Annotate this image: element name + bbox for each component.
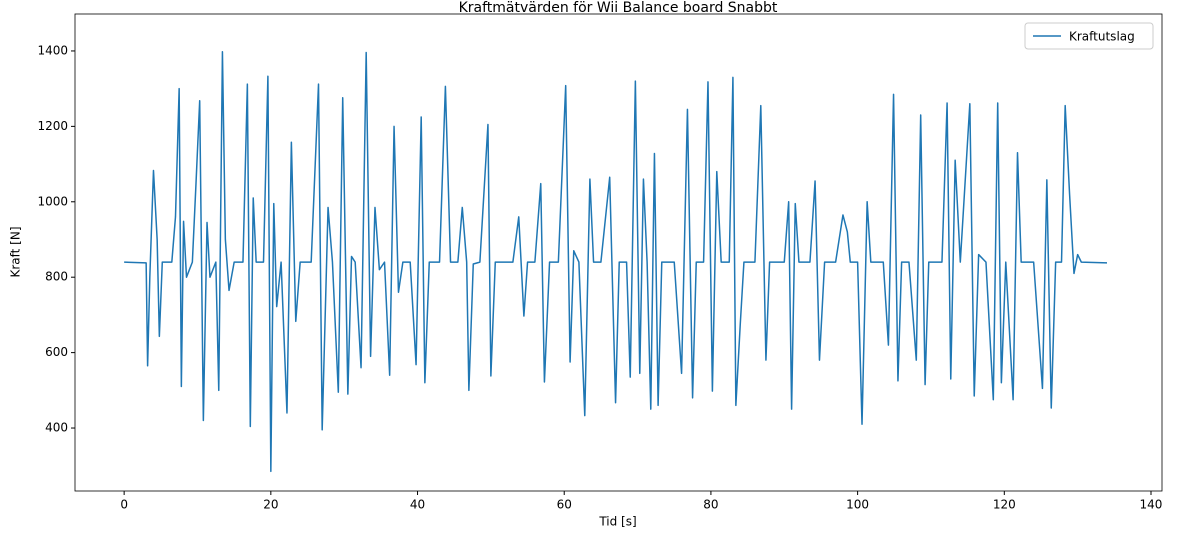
y-tick-label: 1400 bbox=[37, 43, 68, 57]
x-tick-label: 100 bbox=[846, 498, 869, 512]
data-line bbox=[124, 50, 1108, 473]
legend-box bbox=[1024, 22, 1154, 50]
x-tick-label: 140 bbox=[1140, 498, 1163, 512]
x-tick-label: 40 bbox=[410, 498, 425, 512]
y-tick-label: 1200 bbox=[37, 119, 68, 133]
y-tick-label: 600 bbox=[45, 345, 68, 359]
y-tick-label: 1000 bbox=[37, 194, 68, 208]
legend-label: Kraftutslag bbox=[1069, 30, 1135, 44]
plot-frame bbox=[74, 13, 1163, 492]
x-tick-label: 20 bbox=[263, 498, 278, 512]
y-axis-label: Kraft [N] bbox=[9, 226, 23, 277]
x-axis-label: Tid [s] bbox=[598, 515, 636, 529]
x-tick-label: 120 bbox=[993, 498, 1016, 512]
x-tick-label: 80 bbox=[703, 498, 718, 512]
x-tick-label: 60 bbox=[557, 498, 572, 512]
x-tick-label: 0 bbox=[120, 498, 128, 512]
y-tick-label: 400 bbox=[45, 421, 68, 435]
chart-title: Kraftmätvärden för Wii Balance board Sna… bbox=[459, 0, 778, 16]
y-tick-label: 800 bbox=[45, 270, 68, 284]
